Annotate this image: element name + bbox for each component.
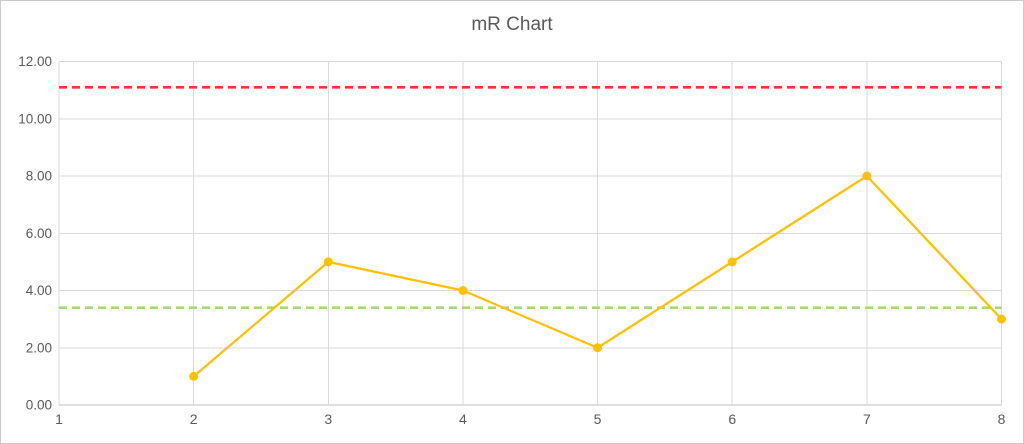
y-tick-label: 0.00 [26,398,52,413]
y-tick-label: 12.00 [18,54,52,69]
x-tick-label: 2 [190,411,198,427]
x-tick-label: 7 [863,411,871,427]
y-tick-label: 4.00 [26,283,52,298]
x-tick-label: 3 [324,411,332,427]
y-tick-label: 10.00 [18,111,52,126]
data-point[interactable] [862,171,872,181]
x-tick-label: 5 [594,411,602,427]
data-point[interactable] [727,257,737,267]
y-tick-label: 2.00 [26,340,52,355]
y-tick-label: 8.00 [26,169,52,184]
data-point[interactable] [458,286,468,295]
data-point[interactable] [593,343,603,353]
data-point[interactable] [189,371,199,381]
x-tick-label: 6 [728,411,736,427]
data-point[interactable] [323,257,333,267]
x-tick-label: 4 [459,411,467,427]
x-tick-label: 1 [55,411,63,427]
y-tick-label: 6.00 [26,226,52,241]
x-tick-label: 8 [998,411,1006,427]
data-point[interactable] [997,314,1006,324]
